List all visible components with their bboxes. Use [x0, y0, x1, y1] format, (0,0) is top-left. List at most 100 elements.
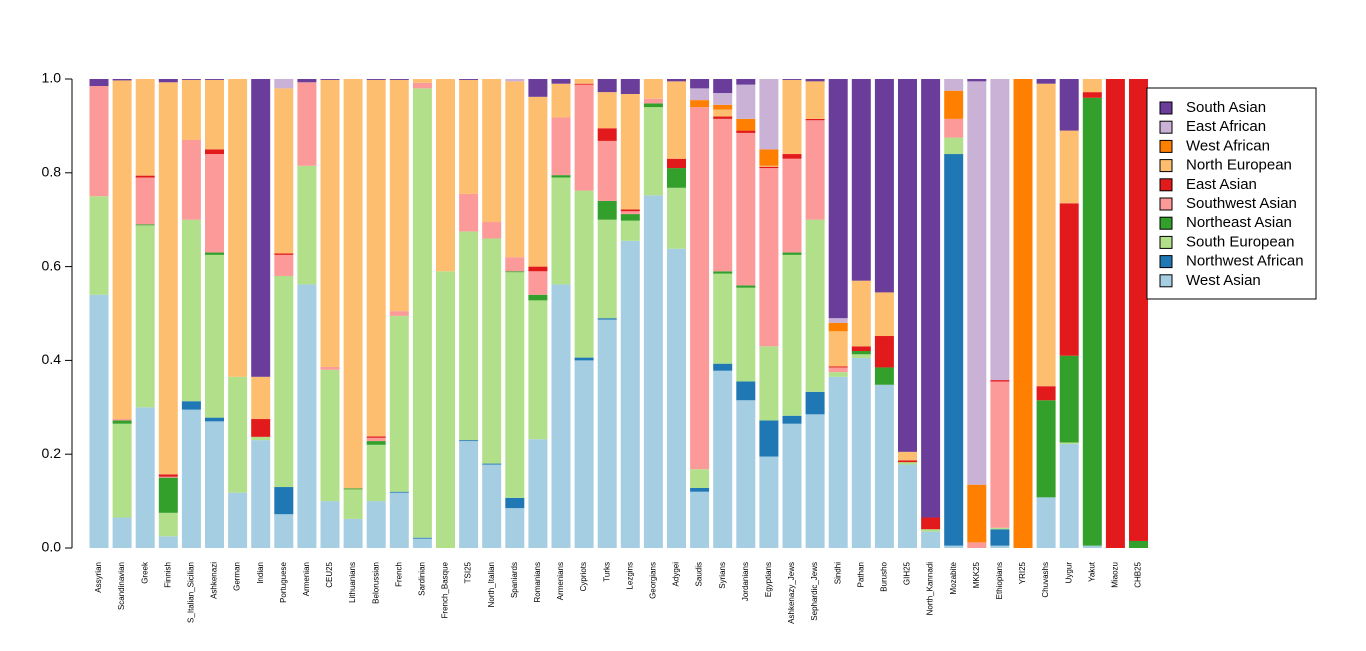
- x-tick-label: Ashkenazy_Jews: [787, 562, 796, 624]
- bar-segment: [112, 517, 132, 548]
- bar-segment: [505, 257, 525, 272]
- bar-segment: [320, 366, 340, 370]
- bar-segment: [551, 177, 571, 285]
- bar-segment: [528, 79, 548, 97]
- bar-segment: [736, 285, 756, 288]
- bar-segment: [805, 414, 825, 548]
- bar-segment: [690, 79, 710, 89]
- legend-label: East Asian: [1186, 176, 1257, 193]
- legend-label: West Asian: [1186, 272, 1261, 289]
- bar-segment: [898, 451, 917, 461]
- x-tick-label: Yakut: [1087, 561, 1096, 582]
- x-tick-label: Greek: [140, 561, 149, 584]
- bar-segment: [320, 501, 340, 548]
- legend-swatch: [1159, 216, 1173, 230]
- bar-segment: [828, 79, 848, 319]
- bar-segment: [1129, 540, 1148, 548]
- x-tick-label: North_Italian: [487, 562, 496, 607]
- bar-segment: [135, 177, 155, 225]
- bar-segment: [967, 81, 987, 485]
- bar-segment: [967, 79, 987, 82]
- bar-segment: [736, 118, 756, 131]
- bar-segment: [181, 79, 201, 140]
- bar-segment: [898, 460, 917, 463]
- bar-segment: [135, 225, 155, 408]
- x-tick-label: Miaozu: [1111, 562, 1120, 588]
- bar-segment: [1059, 79, 1079, 131]
- bar-segment: [990, 545, 1010, 548]
- bar-segment: [782, 254, 802, 416]
- bar-segment: [459, 79, 479, 80]
- bar-segment: [158, 476, 178, 478]
- bar-segment: [620, 94, 640, 210]
- x-tick-label: Turks: [602, 562, 611, 582]
- bar-segment: [366, 436, 386, 438]
- bar-segment: [112, 79, 132, 81]
- y-tick-label: 0.0: [42, 539, 62, 555]
- bar-segment: [574, 83, 594, 85]
- bar-segment: [828, 322, 848, 332]
- bar-segment: [112, 419, 132, 421]
- bar-segment: [851, 358, 871, 548]
- bar-segment: [181, 409, 201, 548]
- bar-segment: [759, 346, 779, 421]
- bar-segment: [389, 492, 409, 548]
- bar-segment: [389, 79, 409, 80]
- bar-segment: [1036, 400, 1056, 498]
- bar-segment: [89, 86, 109, 197]
- legend-swatch: [1159, 178, 1173, 192]
- x-tick-label: Georgians: [649, 562, 658, 599]
- bar-segment: [759, 166, 779, 169]
- bar-segment: [366, 444, 386, 502]
- bar-segment: [459, 440, 479, 442]
- bar-segment: [228, 79, 248, 377]
- bar-segment: [505, 508, 525, 548]
- bar-segment: [874, 384, 894, 548]
- bar-segment: [181, 401, 201, 410]
- bar-segment: [459, 441, 479, 548]
- bar-segment: [505, 79, 525, 82]
- bar-segment: [459, 193, 479, 232]
- bar-segment: [667, 158, 686, 169]
- bar-segment: [482, 463, 502, 465]
- legend-box: [1146, 87, 1317, 300]
- x-tick-label: YRI25: [1018, 561, 1027, 584]
- bar-segment: [921, 517, 941, 530]
- x-tick-label: GIH25: [903, 561, 912, 585]
- bar-segment: [528, 271, 548, 295]
- bar-segment: [805, 118, 825, 121]
- legend-swatch: [1159, 101, 1173, 115]
- bar-segment: [205, 149, 224, 155]
- y-tick-label: 0.6: [42, 257, 62, 273]
- legend-label: South European: [1186, 233, 1294, 250]
- bar-segment: [713, 370, 733, 548]
- bar-segment: [667, 248, 686, 548]
- bar-segment: [251, 79, 271, 377]
- bar-segment: [459, 79, 479, 194]
- bar-segment: [274, 88, 294, 254]
- bar-segment: [228, 376, 248, 493]
- bar-segment: [436, 79, 455, 272]
- bar-segment: [990, 381, 1010, 528]
- y-tick-label: 0.4: [42, 351, 62, 367]
- bar-segment: [759, 165, 779, 167]
- bar-segment: [505, 81, 525, 258]
- legend-label: Northwest African: [1186, 253, 1304, 270]
- bar-segment: [759, 149, 779, 166]
- bar-segment: [574, 360, 594, 548]
- bar-segment: [551, 79, 571, 84]
- bar-segment: [690, 469, 710, 488]
- x-tick-label: Egyptians: [764, 562, 773, 597]
- x-tick-label: Saudis: [695, 562, 704, 586]
- bar-segment: [643, 98, 663, 104]
- bar-segment: [551, 175, 571, 178]
- bar-segment: [759, 79, 779, 150]
- bar-segment: [759, 168, 779, 347]
- bar-segment: [667, 81, 686, 159]
- bar-segment: [643, 103, 663, 108]
- bar-segment: [967, 484, 987, 543]
- bar-segment: [528, 439, 548, 548]
- bar-segment: [181, 139, 201, 220]
- bar-segment: [343, 488, 363, 490]
- x-tick-label: German: [233, 562, 242, 591]
